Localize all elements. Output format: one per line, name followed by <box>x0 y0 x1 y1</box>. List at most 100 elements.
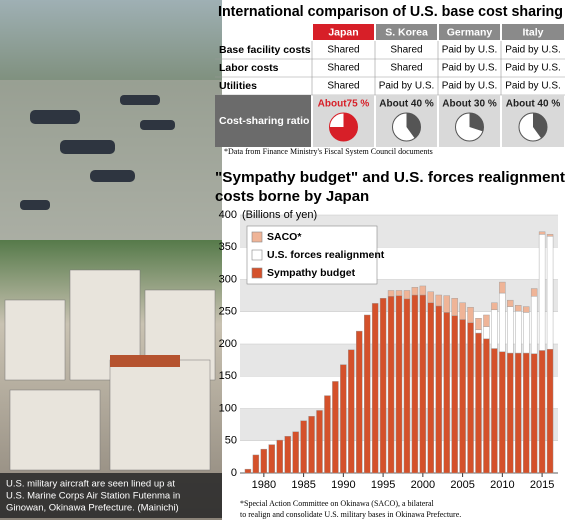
bar-segment <box>546 234 554 237</box>
legend-swatch <box>251 249 263 261</box>
legend-label: SACO* <box>267 231 302 243</box>
bar-segment <box>483 326 490 340</box>
ratio-label: About75 % <box>318 99 370 110</box>
cell-text: Paid by U.S. <box>505 45 561 56</box>
photo-caption: Ginowan, Okinawa Prefecture. (Mainichi) <box>6 503 179 514</box>
bar-segment <box>523 352 530 474</box>
bar-segment <box>308 416 315 474</box>
bar-segment <box>276 439 283 474</box>
x-tick-label: 1990 <box>331 479 355 491</box>
row-label: Base facility costs <box>219 44 311 56</box>
bar-segment <box>387 290 395 297</box>
comparison-table: Japan S. Korea Germany Italy Base facility c… <box>215 24 565 147</box>
y-tick-label: 300 <box>219 273 237 285</box>
bar-segment <box>252 454 260 474</box>
bar-segment <box>443 295 450 313</box>
y-tick-label: 100 <box>219 402 237 414</box>
bar-segment <box>538 350 546 474</box>
bar-segment <box>491 309 498 349</box>
bar-segment <box>435 305 442 474</box>
x-tick-label: 2005 <box>450 479 474 491</box>
bar-segment <box>435 294 442 307</box>
cell-text: Paid by U.S. <box>442 81 498 92</box>
bar-segment <box>507 306 514 354</box>
bar-segment <box>379 298 387 474</box>
pie-slice <box>406 113 421 139</box>
bar-segment <box>268 444 275 474</box>
table-title: International comparison of U.S. base co… <box>218 3 563 20</box>
bar-segment <box>284 436 291 474</box>
bar-segment <box>348 349 355 474</box>
bar-segment <box>499 292 506 352</box>
bar-segment <box>403 298 411 474</box>
x-tick-label: 1995 <box>371 479 395 491</box>
bar-segment <box>499 281 506 294</box>
ratio-label-bg <box>215 95 311 147</box>
bar-segment <box>499 351 506 474</box>
bar-segment <box>530 353 538 474</box>
y-tick-label: 350 <box>219 241 237 253</box>
x-tick-label: 2000 <box>411 479 435 491</box>
column-header: Italy <box>522 26 543 38</box>
bar-segment <box>459 319 466 474</box>
bar-segment <box>523 312 530 354</box>
column-header-bg <box>502 24 564 40</box>
bar-segment <box>324 395 331 474</box>
chart: 0 50 100 150 200 250 300 350 400 (Billions of yen… <box>219 209 558 491</box>
column-header: Germany <box>447 26 493 38</box>
bar-segment <box>340 364 347 474</box>
bar-segment <box>356 330 363 474</box>
legend-label: Sympathy budget <box>267 267 356 279</box>
bar-segment <box>443 312 450 474</box>
y-axis-label: (Billions of yen) <box>242 209 317 221</box>
bar-segment <box>451 298 458 316</box>
bar-segment <box>451 315 458 474</box>
bar-segment <box>546 236 554 350</box>
bar-segment <box>411 294 419 474</box>
bar-segment <box>467 307 474 323</box>
cell-text: Paid by U.S. <box>379 81 435 92</box>
y-tick-label: 0 <box>231 467 237 479</box>
cell-text: Paid by U.S. <box>505 81 561 92</box>
column-header-bg <box>439 24 500 40</box>
bar-segment <box>515 352 522 474</box>
bar-segment <box>483 314 490 327</box>
legend-label: U.S. forces realignment <box>267 249 385 261</box>
bar-segment <box>475 332 482 474</box>
bar-segment <box>387 296 395 474</box>
photo-caption: U.S. military aircraft are seen lined up… <box>6 479 175 490</box>
bar-segment <box>538 234 546 351</box>
y-tick-label: 400 <box>219 209 237 221</box>
bar-segment <box>427 291 434 303</box>
bar-segment <box>371 303 379 474</box>
ratio-label: About 40 % <box>379 99 434 110</box>
bar-segment <box>515 310 522 354</box>
bar-segment <box>475 318 482 331</box>
row-label: Labor costs <box>219 62 279 74</box>
photo: U.S. military aircraft are seen lined up… <box>0 0 222 520</box>
ratio-label: Cost-sharing ratio <box>219 115 309 127</box>
row-label: Utilities <box>219 80 257 92</box>
cell-text: Shared <box>327 45 359 56</box>
bar-segment <box>411 287 419 296</box>
y-tick-label: 50 <box>225 435 237 447</box>
cell-text: Shared <box>327 63 359 74</box>
bar-segment <box>483 338 490 474</box>
bar-segment <box>467 322 474 474</box>
bar-segment <box>475 329 482 334</box>
bar-segment <box>459 302 466 320</box>
pie-slice <box>329 113 358 142</box>
cell-text: Paid by U.S. <box>442 45 498 56</box>
column-header: S. Korea <box>385 26 428 38</box>
pie-slice <box>533 113 548 139</box>
legend-box <box>246 225 378 285</box>
legend-swatch <box>251 267 263 279</box>
chart-footnote: *Special Action Committee on Okinawa (SA… <box>240 499 435 508</box>
bar-segment <box>507 352 514 474</box>
y-tick-label: 150 <box>219 370 237 382</box>
column-header: Japan <box>328 26 358 38</box>
ratio-label: About 30 % <box>442 99 497 110</box>
cell-text: Shared <box>390 45 422 56</box>
bar-segment <box>530 296 538 354</box>
